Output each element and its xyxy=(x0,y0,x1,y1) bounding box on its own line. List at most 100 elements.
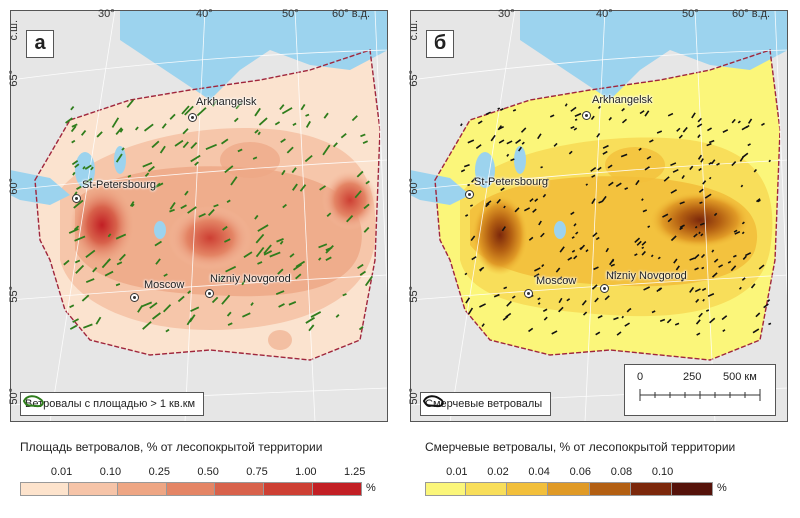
windthrow-mark xyxy=(566,298,571,302)
windthrow-mark xyxy=(479,266,485,271)
windthrow-mark xyxy=(121,147,125,151)
legend-swatch xyxy=(215,482,265,496)
map-b-canvas xyxy=(410,10,788,422)
windthrow-mark xyxy=(224,165,234,174)
windthrow-mark xyxy=(194,161,199,166)
windthrow-mark xyxy=(242,312,251,318)
windthrow-mark xyxy=(574,112,582,117)
windthrow-mark xyxy=(643,286,650,291)
windthrow-mark xyxy=(470,204,473,207)
windthrow-mark xyxy=(591,284,598,290)
windthrow-mark xyxy=(597,166,602,171)
legend-tick-label: 0.50 xyxy=(197,466,219,478)
windthrow-mark xyxy=(82,165,86,170)
windthrow-mark xyxy=(590,115,595,121)
windthrow-mark xyxy=(737,120,741,124)
windthrow-mark xyxy=(697,134,701,139)
windthrow-mark xyxy=(682,126,688,133)
windthrow-mark xyxy=(738,286,742,290)
legend-tick-label: 0.01 xyxy=(446,466,468,478)
windthrow-mark xyxy=(624,322,630,327)
windthrow-mark xyxy=(707,127,712,132)
windthrow-mark xyxy=(512,108,517,112)
lat-label-50: 50° xyxy=(408,388,420,405)
windthrow-mark xyxy=(143,123,154,132)
windthrow-mark xyxy=(711,272,718,278)
windthrow-mark xyxy=(92,267,98,273)
windthrow-mark xyxy=(767,299,771,303)
windthrow-mark xyxy=(257,224,269,232)
windthrow-mark xyxy=(255,246,265,258)
legend-a-unit: % xyxy=(366,482,376,494)
windthrow-mark xyxy=(740,184,744,188)
windthrow-mark xyxy=(161,123,167,129)
windthrow-mark xyxy=(521,141,525,145)
windthrow-mark xyxy=(650,254,654,258)
windthrow-mark xyxy=(673,258,678,264)
windthrow-mark xyxy=(704,193,712,199)
windthrow-mark xyxy=(710,159,716,165)
windthrow-mark xyxy=(493,293,500,298)
windthrow-mark xyxy=(553,142,558,147)
legend-tick-label: 0.75 xyxy=(246,466,268,478)
windthrow-mark xyxy=(608,116,613,121)
lat-label-55: 55° xyxy=(408,286,420,303)
legend-tick-label: 0.01 xyxy=(50,466,73,478)
windthrow-mark xyxy=(159,145,166,154)
windthrow-mark xyxy=(292,183,298,191)
windthrow-mark xyxy=(300,103,306,111)
windthrow-mark xyxy=(538,220,542,226)
windthrow-mark xyxy=(667,112,674,117)
windthrow-mark xyxy=(537,133,542,140)
windthrow-mark xyxy=(181,105,190,115)
scale-label-250: 250 xyxy=(683,371,702,383)
windthrow-mark xyxy=(698,312,703,318)
windthrow-mark xyxy=(602,150,608,155)
windthrow-mark xyxy=(460,123,463,127)
windthrow-mark xyxy=(679,226,684,231)
windthrow-mark xyxy=(502,315,509,321)
windthrow-mark xyxy=(510,158,515,162)
windthrow-mark xyxy=(196,107,207,117)
windthrow-mark xyxy=(131,203,135,208)
windthrow-mark xyxy=(464,272,468,276)
windthrow-mark xyxy=(590,167,597,172)
windthrow-mark xyxy=(252,156,258,160)
windthrow-mark xyxy=(357,263,364,269)
windthrow-mark xyxy=(127,174,132,178)
windthrow-mark xyxy=(174,139,184,147)
windthrow-mark xyxy=(730,265,737,272)
windthrow-mark xyxy=(277,268,284,275)
windthrow-mark xyxy=(73,225,80,231)
windthrow-mark xyxy=(74,235,86,242)
windthrow-mark xyxy=(95,316,102,325)
windthrow-mark xyxy=(308,324,315,332)
windthrow-mark xyxy=(699,201,703,205)
tornado-windthrow-icon xyxy=(422,395,444,408)
windthrow-mark xyxy=(322,144,331,156)
windthrow-mark xyxy=(288,301,297,306)
windthrow-mark xyxy=(708,139,715,144)
windthrow-mark xyxy=(543,316,548,321)
windthrow-mark xyxy=(310,311,322,318)
windthrow-mark xyxy=(701,266,705,270)
windthrow-mark xyxy=(713,258,719,263)
legend-swatch xyxy=(630,482,672,496)
lat-label-65: 65° xyxy=(8,70,20,87)
windthrow-mark xyxy=(80,129,87,136)
windthrow-mark xyxy=(695,319,701,325)
windthrow-mark xyxy=(292,122,297,126)
windthrow-mark xyxy=(718,264,724,268)
windthrow-mark xyxy=(607,164,613,169)
windthrow-mark xyxy=(281,107,293,115)
windthrow-mark xyxy=(184,105,194,116)
windthrow-mark xyxy=(137,305,144,313)
windthrow-mark xyxy=(768,322,772,326)
windthrow-mark xyxy=(591,174,596,178)
windthrow-mark xyxy=(325,256,332,261)
lat-label-50: 50° xyxy=(8,388,20,405)
windthrow-mark xyxy=(496,198,501,204)
windthrow-mark xyxy=(641,246,645,250)
legend-tick-label: 0.04 xyxy=(528,466,550,478)
lat-label-unit: с.ш. xyxy=(8,20,20,41)
